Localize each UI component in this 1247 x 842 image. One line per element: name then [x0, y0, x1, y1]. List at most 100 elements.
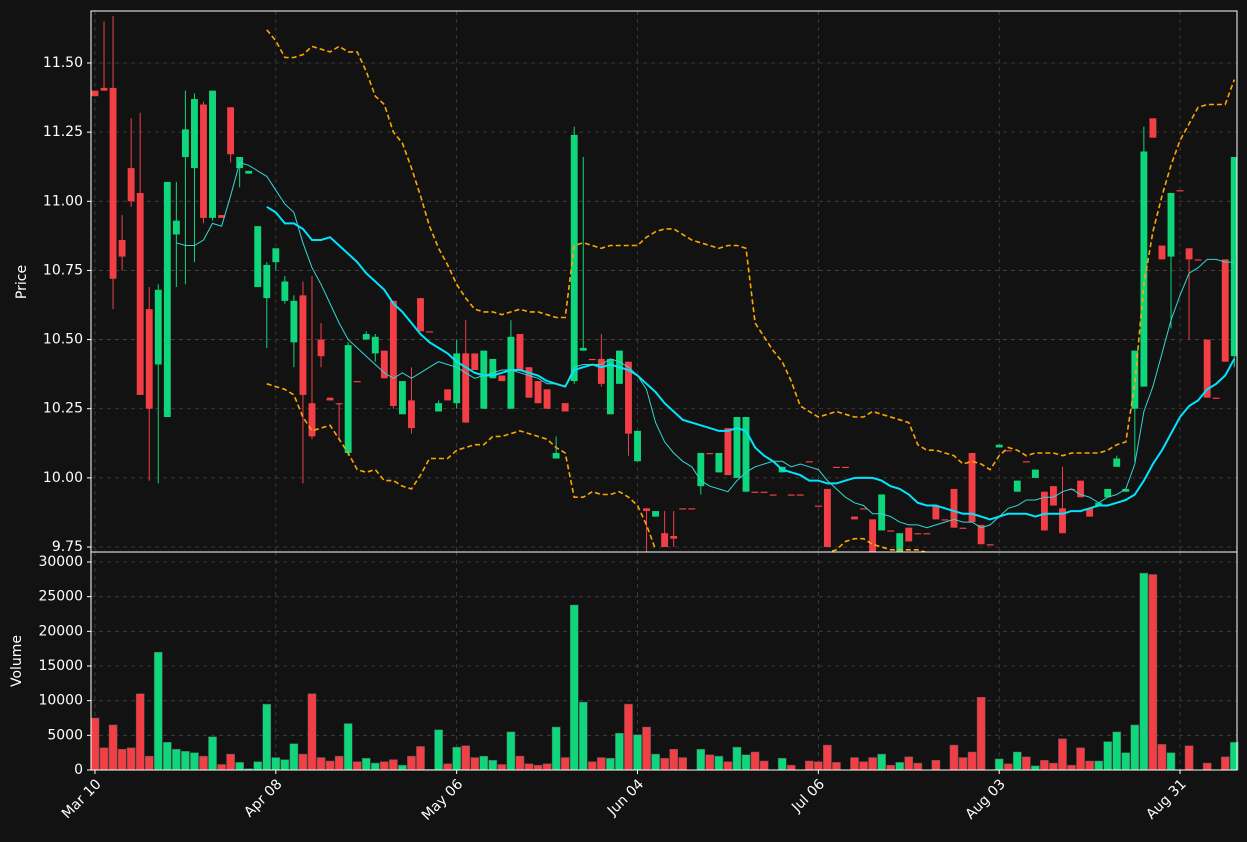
candle-body: [733, 417, 741, 478]
volume-bar: [886, 764, 896, 771]
volume-bar: [524, 763, 534, 771]
candle-body: [417, 298, 424, 332]
volume-bar: [606, 757, 615, 771]
candle-body: [154, 289, 162, 365]
volume-bar: [208, 736, 217, 771]
candle-body: [489, 358, 497, 379]
candle-body: [1149, 118, 1157, 138]
candle-body: [814, 505, 822, 507]
volume-bar: [262, 703, 272, 771]
volume-bar: [1021, 756, 1031, 771]
candle-body: [326, 397, 334, 401]
candle-body: [1004, 450, 1012, 452]
volume-axis-label: Volume: [9, 635, 25, 687]
volume-bar: [660, 757, 669, 771]
candle-body: [435, 403, 443, 412]
candle-body: [218, 215, 226, 218]
candle-body: [652, 511, 660, 517]
candle-body: [263, 264, 271, 299]
volume-bar: [949, 744, 959, 771]
candle-body: [1031, 469, 1039, 478]
candle-body: [1059, 508, 1066, 534]
volume-bar: [108, 724, 118, 771]
candle-body: [851, 516, 858, 520]
volume-bar: [1085, 760, 1094, 771]
volume-bar: [759, 760, 769, 771]
volume-bar: [814, 761, 823, 771]
volume-bar: [633, 734, 642, 771]
volume-bar: [289, 743, 299, 771]
volume-bar: [1103, 741, 1113, 771]
volume-bar: [1094, 760, 1103, 771]
candle-body: [1221, 259, 1229, 362]
volume-bar: [569, 604, 579, 771]
volume-bar: [1012, 751, 1022, 771]
candle-body: [724, 428, 732, 476]
candle-body: [1040, 491, 1048, 531]
volume-bar: [497, 764, 507, 771]
candle-body: [634, 430, 641, 462]
y-tick-label: 10.75: [43, 262, 83, 278]
volume-bar: [714, 755, 724, 771]
candle-body: [878, 494, 886, 531]
candle-body: [1086, 508, 1094, 517]
candle-body: [100, 87, 108, 91]
volume-bar: [217, 764, 226, 771]
candle-body: [643, 508, 650, 512]
candle-body: [507, 336, 515, 409]
volume-bar: [470, 757, 480, 771]
y-tick-label: 11.50: [43, 55, 83, 71]
volume-bar: [99, 747, 109, 771]
candle-body: [534, 381, 542, 404]
candle-body: [453, 353, 461, 404]
candle-body: [968, 452, 976, 523]
candle-body: [525, 367, 533, 398]
volume-bar: [1112, 731, 1122, 771]
candle-body: [408, 400, 415, 429]
candle-body: [127, 168, 135, 202]
candle-body: [362, 334, 370, 340]
volume-bar: [750, 751, 760, 771]
volume-bar: [488, 760, 498, 771]
volume-bar: [1067, 764, 1076, 771]
candle-body: [769, 494, 777, 496]
volume-bar: [325, 760, 335, 771]
volume-bar: [1121, 752, 1131, 771]
volume-bar: [226, 753, 235, 771]
volume-bar: [958, 757, 968, 771]
volume-bar: [859, 761, 868, 771]
volume-bar: [678, 757, 688, 771]
candle-body: [462, 353, 470, 423]
candle-body: [1050, 486, 1057, 506]
volume-bar: [1076, 747, 1085, 771]
candle-body: [760, 491, 768, 493]
candle-body: [191, 98, 198, 169]
candle-body: [751, 491, 759, 493]
volume-bar: [578, 701, 588, 771]
volume-bar: [298, 753, 308, 771]
candle-body: [932, 505, 940, 520]
candle-body: [353, 381, 361, 383]
candle-body: [1095, 502, 1103, 506]
candle-body: [335, 403, 343, 405]
volume-bar: [642, 726, 651, 771]
volume-bar: [1184, 745, 1194, 771]
volume-bar: [1049, 762, 1058, 771]
candle-body: [1013, 480, 1021, 492]
candle-body: [1203, 339, 1211, 398]
volume-bar: [669, 748, 678, 771]
candle-body: [625, 361, 632, 434]
y-tick-label: 30000: [38, 554, 83, 570]
candle-body: [1113, 458, 1121, 467]
candle-body: [787, 494, 795, 496]
candle-body: [887, 530, 895, 532]
candle-body: [869, 519, 877, 552]
y-tick-label: 10.25: [43, 401, 83, 417]
volume-bar: [389, 759, 398, 771]
candle-body: [281, 281, 289, 301]
candle-body: [118, 240, 126, 257]
volume-bar: [931, 760, 941, 771]
candle-body: [317, 339, 325, 357]
